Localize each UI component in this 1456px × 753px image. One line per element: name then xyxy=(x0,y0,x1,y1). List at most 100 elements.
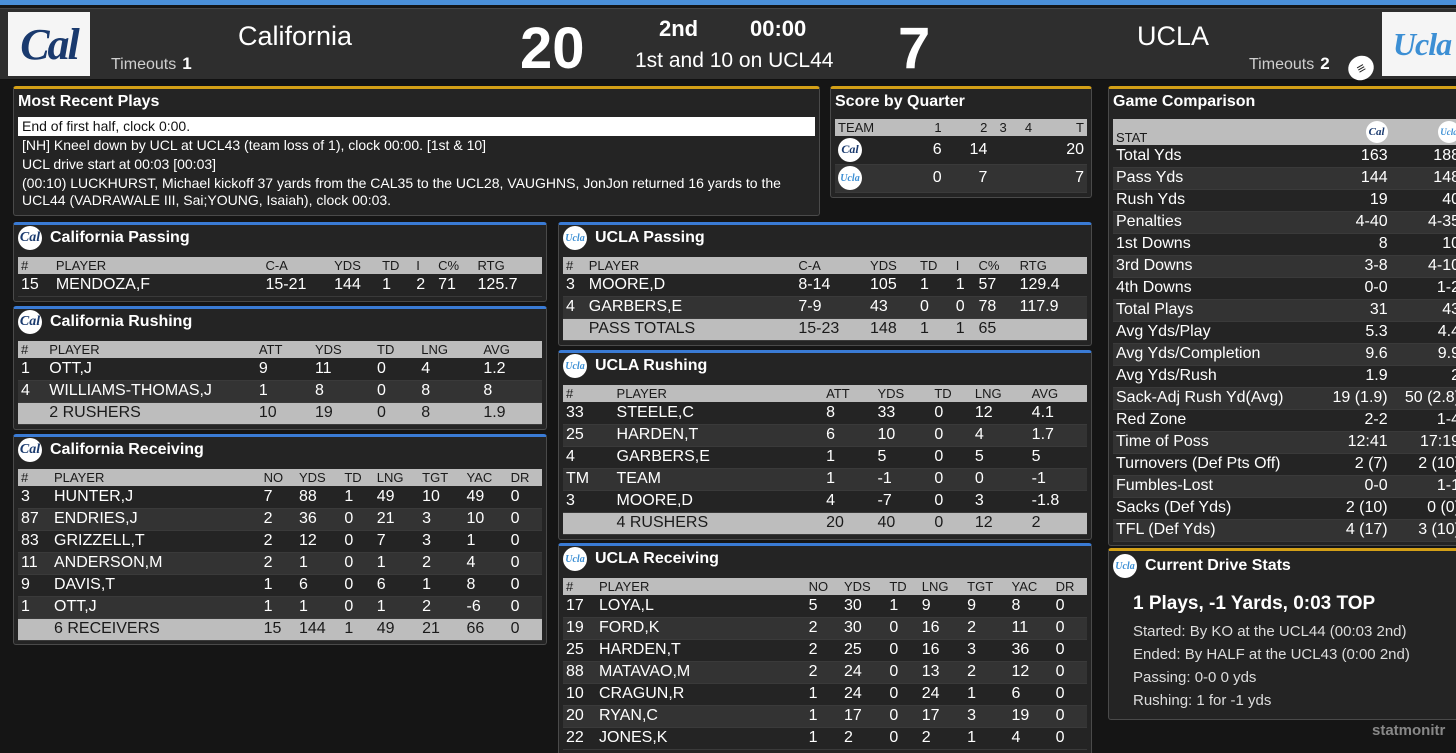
stat-cell: WILLIAMS-THOMAS,J xyxy=(46,380,256,403)
total-row[interactable]: PASS TOTALS 15-23 148 1 1 65 xyxy=(563,318,1087,341)
ucla-rushing-title: Ucla UCLA Rushing xyxy=(559,353,1091,379)
stat-cell: 0 xyxy=(507,596,542,619)
cal-rushing-title-text: California Rushing xyxy=(50,313,193,330)
col-header: TGT xyxy=(964,578,1009,595)
table-row[interactable]: 3 MOORE,D 8-14 105 1 1 57 129.4 xyxy=(563,274,1087,297)
col-header: # xyxy=(18,341,47,358)
table-row[interactable]: 4 WILLIAMS-THOMAS,J 1 8 0 8 8 xyxy=(18,380,542,403)
stat-cell: 71 xyxy=(435,274,475,297)
total-cell: 7 xyxy=(1041,164,1087,193)
stat-cell: 1.7 xyxy=(1028,424,1087,447)
drive-ended-value: By HALF at the UCL43 (0:00 2nd) xyxy=(1184,646,1410,663)
stat-cell: GRIZZELL,T xyxy=(51,530,261,553)
stat-cell: DAVIS,T xyxy=(51,574,261,597)
stat-cell: 0 xyxy=(886,683,919,706)
col-header: ATT xyxy=(823,385,875,402)
stat-cell: 0 xyxy=(507,508,542,531)
table-row[interactable]: 87 ENDRIES,J 2 36 0 21 3 10 0 xyxy=(18,508,542,531)
table-row[interactable]: 19 FORD,K 2 30 0 16 2 11 0 xyxy=(563,617,1087,640)
col-header: TD xyxy=(374,341,419,358)
play-item[interactable]: [NH] Kneel down by UCL at UCL43 (team lo… xyxy=(22,137,487,153)
stat-cell: 6 RECEIVERS xyxy=(51,618,261,641)
table-row[interactable]: 1 OTT,J 1 1 0 1 2 -6 0 xyxy=(18,596,542,619)
stat-label: Avg Yds/Play xyxy=(1113,321,1319,344)
stat-value: 0-0 xyxy=(1318,475,1391,498)
comparison-row: TFL (Def Yds) 4 (17) 3 (10) xyxy=(1113,519,1456,542)
stat-cell: 0 xyxy=(341,552,374,575)
stat-cell: 4 xyxy=(463,552,508,575)
comparison-row: Rush Yds1940 xyxy=(1113,189,1456,212)
col-header: YAC xyxy=(1008,578,1053,595)
table-row[interactable]: 22 JONES,K 1 2 0 2 1 4 0 xyxy=(563,727,1087,750)
top-accent-bar xyxy=(0,0,1456,5)
play-item[interactable]: End of first half, clock 0:00. xyxy=(18,117,815,136)
table-row[interactable]: 15 MENDOZA,F 15-21 144 1 2 71 125.7 xyxy=(18,274,542,297)
table-row[interactable]: 88 MATAVAO,M 2 24 0 13 2 12 0 xyxy=(563,661,1087,684)
cal-logo-icon: Cal xyxy=(1365,121,1388,143)
stat-value: 19 xyxy=(1318,189,1391,212)
stat-cell: 2 xyxy=(805,617,841,640)
drive-passing: Passing: 0-0 0 yds xyxy=(1109,667,1456,690)
table-row[interactable]: 4 GARBERS,E 7-9 43 0 0 78 117.9 xyxy=(563,296,1087,319)
ucla-passing-panel: Ucla UCLA Passing # PLAYER C-A YDS TD I C% RTG 3 M… xyxy=(558,222,1092,346)
table-row[interactable]: 25 HARDEN,T 6 10 0 4 1.7 xyxy=(563,424,1087,447)
stat-cell: 6 xyxy=(373,574,420,597)
table-row[interactable]: 20 RYAN,C 1 17 0 17 3 19 0 xyxy=(563,705,1087,728)
stat-cell: 0 xyxy=(374,402,419,425)
play-item[interactable]: (00:10) LUCKHURST, Michael kickoff 37 ya… xyxy=(22,175,781,208)
stat-cell: 1 xyxy=(255,380,312,403)
stat-cell: 49 xyxy=(373,618,420,641)
stat-cell: 0 xyxy=(507,618,542,641)
table-row[interactable]: 11 ANDERSON,M 2 1 0 1 2 4 0 xyxy=(18,552,542,575)
table-row[interactable]: 4 GARBERS,E 1 5 0 5 5 xyxy=(563,446,1087,469)
table-row[interactable]: 33 STEELE,C 8 33 0 12 4.1 xyxy=(563,402,1087,425)
table-row[interactable]: 9 DAVIS,T 1 6 0 6 1 8 0 xyxy=(18,574,542,597)
stat-cell: 0 xyxy=(886,639,919,662)
cal-passing-panel: Cal California Passing # PLAYER C-A YDS TD I C%… xyxy=(13,222,547,302)
total-row[interactable]: 4 RUSHERS 20 40 0 12 2 xyxy=(563,512,1087,535)
table-row[interactable]: 1 OTT,J 9 11 0 4 1.2 xyxy=(18,358,542,381)
table-row[interactable]: 3 MOORE,D 4 -7 0 3 -1.8 xyxy=(563,490,1087,513)
drive-rushing-label: Rushing: xyxy=(1133,692,1193,709)
col-header: PLAYER xyxy=(613,385,824,402)
table-row[interactable]: 25 HARDEN,T 2 25 0 16 3 36 0 xyxy=(563,639,1087,662)
stat-cell: 0 xyxy=(931,446,972,469)
cal-logo-icon: Cal xyxy=(838,137,862,162)
stat-cell: 36 xyxy=(295,508,342,531)
game-comparison-title: Game Comparison xyxy=(1113,93,1256,110)
cal-logo: Cal xyxy=(8,12,90,76)
total-row[interactable]: 2 RUSHERS 10 19 0 8 1.9 xyxy=(18,402,542,425)
col-header: C-A xyxy=(795,257,868,274)
ucla-logo-icon: Ucla xyxy=(563,226,587,250)
quarter-cell xyxy=(990,164,1016,193)
table-row[interactable]: TM TEAM 1 -1 0 0 -1 xyxy=(563,468,1087,491)
stat-cell: 36 xyxy=(1008,639,1053,662)
stat-cell: ANDERSON,M xyxy=(51,552,261,575)
stat-cell: 8-14 xyxy=(795,274,868,297)
col-header: 2 xyxy=(944,119,991,136)
col-header: YDS xyxy=(331,257,380,274)
col-header: C-A xyxy=(262,257,332,274)
comparison-row: Time of Poss 12:41 17:19 xyxy=(1113,431,1456,454)
stat-cell: 144 xyxy=(331,274,380,297)
col-header: C% xyxy=(975,257,1017,274)
table-row[interactable]: 10 CRAGUN,R 1 24 0 24 1 6 0 xyxy=(563,683,1087,706)
ucla-receiving-title: Ucla UCLA Receiving xyxy=(559,546,1091,572)
stat-cell: MOORE,D xyxy=(613,490,824,513)
play-item[interactable]: UCL drive start at 00:03 [00:03] xyxy=(22,156,217,172)
stat-cell: 12 xyxy=(971,512,1029,535)
ucla-logo: Ucla xyxy=(1382,12,1456,76)
stat-label: 4th Downs xyxy=(1113,277,1319,300)
stat-value: 163 xyxy=(1318,145,1391,168)
total-row[interactable]: 6 RECEIVERS 15 144 1 49 21 66 0 xyxy=(18,618,542,641)
stat-cell: 0 xyxy=(952,296,976,319)
stat-cell: 12 xyxy=(971,402,1029,425)
table-row[interactable]: 83 GRIZZELL,T 2 12 0 7 3 1 0 xyxy=(18,530,542,553)
table-row[interactable]: 3 HUNTER,J 7 88 1 49 10 49 0 xyxy=(18,486,542,509)
comparison-row: Pass Yds144148 xyxy=(1113,167,1456,190)
stat-cell: 0 xyxy=(886,661,919,684)
table-row[interactable]: 17 LOYA,L 5 30 1 9 9 8 0 xyxy=(563,595,1087,618)
stat-cell: 22 xyxy=(563,727,596,750)
away-timeouts-label: Timeouts xyxy=(1249,56,1315,73)
